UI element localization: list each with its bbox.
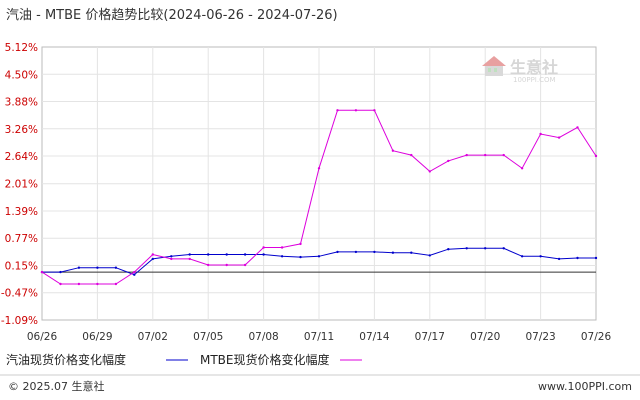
gasoline-data-point: [484, 247, 487, 250]
gasoline-data-point: [225, 253, 228, 256]
x-tick-label: 06/29: [82, 331, 112, 343]
mtbe-data-point: [557, 136, 561, 139]
gasoline-data-point: [317, 255, 321, 258]
mtbe-data-point: [354, 109, 358, 112]
legend-gasoline-label: 汽油现货价格变化幅度: [6, 352, 126, 367]
y-tick-label: 0.77%: [5, 233, 38, 245]
mtbe-data-point: [539, 132, 542, 136]
y-tick-label: 2.64%: [5, 151, 38, 163]
gasoline-data-point: [391, 251, 395, 254]
gasoline-data-point: [447, 248, 450, 251]
mtbe-data-point: [188, 257, 191, 261]
mtbe-data-point: [114, 282, 118, 286]
mtbe-data-point: [447, 159, 450, 163]
gasoline-data-point: [539, 255, 542, 258]
footer-copyright: © 2025.07 生意社: [8, 379, 104, 393]
y-tick-label: 4.50%: [5, 69, 38, 81]
gasoline-data-point: [336, 250, 339, 254]
x-tick-label: 07/17: [415, 331, 445, 343]
mtbe-data-point: [170, 257, 173, 261]
mtbe-data-point: [484, 153, 487, 157]
mtbe-data-point: [410, 153, 413, 157]
gasoline-data-point: [520, 255, 524, 258]
mtbe-data-point: [502, 153, 505, 157]
gasoline-data-point: [280, 255, 284, 258]
y-tick-label: 5.12%: [5, 42, 38, 54]
y-tick-label: -1.09%: [1, 315, 38, 327]
watermark: 生意社 100PPI.COM: [482, 56, 558, 84]
mtbe-data-point: [225, 263, 228, 267]
gasoline-data-point: [428, 254, 431, 257]
mtbe-data-point: [133, 270, 136, 274]
gasoline-data-point: [354, 250, 358, 254]
mtbe-data-point: [207, 263, 210, 267]
gasoline-data-point: [207, 253, 210, 256]
x-axis-ticks: 06/26 06/29 07/02 07/05 07/08 07/11 07/14 07/17…: [27, 331, 612, 343]
mtbe-data-point: [576, 126, 579, 129]
mtbe-data-point: [428, 170, 431, 173]
mtbe-data-point: [594, 154, 598, 158]
mtbe-data-point: [280, 246, 284, 249]
mtbe-data-point: [262, 246, 265, 249]
mtbe-data-point: [96, 282, 99, 286]
mtbe-data-point: [299, 242, 302, 246]
x-tick-label: 07/14: [359, 331, 390, 343]
grid-lines: [42, 47, 596, 320]
y-tick-label: -0.47%: [1, 288, 38, 300]
y-tick-label: 2.01%: [5, 179, 38, 191]
gasoline-data-point: [96, 266, 99, 269]
gasoline-data-point: [373, 250, 376, 254]
x-tick-label: 07/02: [138, 331, 168, 343]
footer-url[interactable]: www.100PPI.com: [538, 380, 632, 393]
watermark-text: 生意社: [510, 58, 558, 77]
mtbe-data-point: [77, 282, 81, 286]
gasoline-data-point: [151, 257, 154, 261]
y-axis-ticks: 5.12% 4.50% 3.88% 3.26% 2.64% 2.01% 1.39% 0.77%…: [1, 42, 38, 327]
gasoline-data-point: [59, 270, 62, 274]
legend-mtbe-label: MTBE现货价格变化幅度: [200, 352, 330, 367]
x-tick-label: 07/05: [193, 331, 223, 343]
mtbe-data-point: [243, 263, 247, 267]
mtbe-data-point: [317, 167, 321, 170]
gasoline-data-point: [114, 266, 118, 269]
x-tick-label: 07/08: [248, 331, 278, 343]
gasoline-data-point: [557, 257, 561, 261]
mtbe-data-point: [520, 167, 524, 170]
x-tick-label: 07/26: [581, 331, 612, 343]
gasoline-data-point: [576, 256, 579, 260]
y-tick-label: 3.88%: [5, 97, 38, 109]
mtbe-data-point: [373, 109, 376, 112]
x-tick-label: 06/26: [27, 331, 58, 343]
gasoline-data-point: [465, 247, 468, 250]
gasoline-data-point: [243, 253, 247, 256]
mtbe-data-point: [465, 153, 468, 157]
gasoline-data-point: [262, 253, 265, 256]
mtbe-data-point: [336, 109, 339, 112]
series-lines: [40, 109, 598, 286]
x-tick-label: 07/20: [470, 331, 500, 343]
gasoline-data-point: [502, 247, 505, 250]
mtbe-data-point: [151, 253, 154, 256]
watermark-url: 100PPI.COM: [513, 76, 556, 84]
y-tick-label: 0.15%: [5, 260, 38, 272]
gasoline-data-point: [77, 266, 81, 269]
mtbe-data-point: [40, 270, 44, 274]
gasoline-data-point: [170, 255, 173, 258]
gasoline-data-point: [133, 273, 136, 276]
x-tick-label: 07/23: [525, 331, 555, 343]
mtbe-data-point: [59, 282, 62, 286]
mtbe-data-point: [391, 149, 395, 152]
y-tick-label: 1.39%: [5, 206, 38, 218]
gasoline-data-point: [299, 255, 302, 259]
gasoline-data-point: [188, 253, 191, 256]
watermark-logo-icon: [482, 56, 506, 76]
gasoline-data-point: [594, 256, 598, 260]
chart-title: 汽油 - MTBE 价格趋势比较(2024-06-26 - 2024-07-26…: [6, 7, 338, 23]
x-tick-label: 07/11: [304, 331, 334, 343]
gasoline-data-point: [410, 251, 413, 254]
y-tick-label: 3.26%: [5, 124, 38, 136]
